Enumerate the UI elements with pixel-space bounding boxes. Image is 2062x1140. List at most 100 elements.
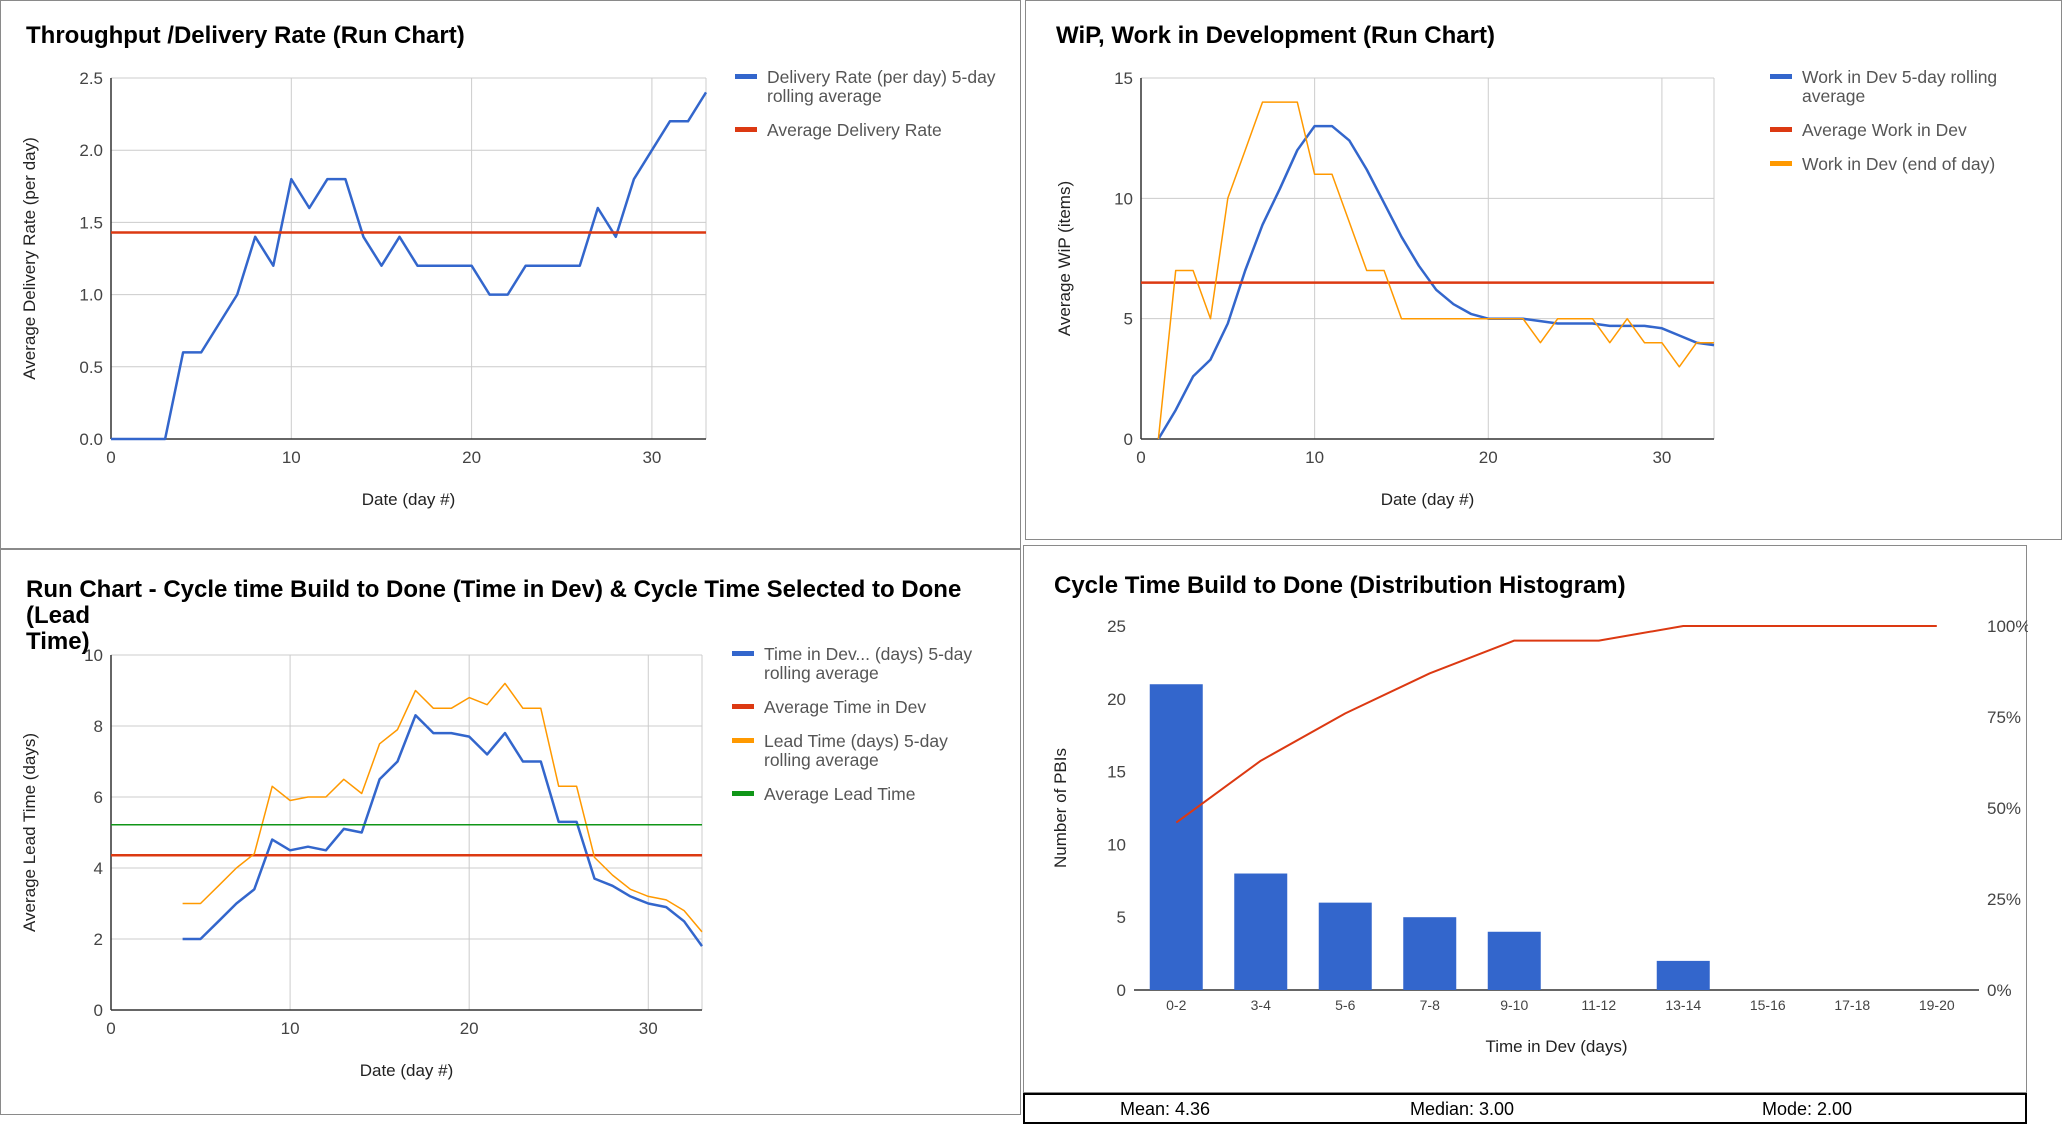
statistics-bar: Mean: 4.36 Median: 3.00 Mode: 2.00 — [1023, 1093, 2027, 1124]
y-tick-label: 2 — [94, 930, 103, 949]
legend-label-2: Average Work in Dev — [1802, 120, 1967, 140]
mode-value: Mode: 2.00 — [1762, 1099, 1853, 1119]
x-tick-label: 15-16 — [1750, 997, 1786, 1013]
y2-tick-label: 50% — [1987, 799, 2021, 818]
y-tick-label: 8 — [94, 717, 103, 736]
y-tick-label: 10 — [84, 646, 103, 665]
x-tick-label: 11-12 — [1581, 997, 1616, 1013]
legend-swatch-1 — [732, 651, 754, 656]
series-line-1 — [182, 714, 704, 947]
throughput-chart-panel: Throughput /Delivery Rate (Run Chart) 0 1… — [0, 0, 1021, 549]
x-tick-label: 5-6 — [1335, 997, 1355, 1013]
legend-swatch-3 — [1770, 161, 1792, 166]
histogram-bar — [1149, 684, 1203, 990]
series-line-3 — [1157, 101, 1714, 440]
series-line-1 — [111, 91, 708, 441]
x-tick-label: 17-18 — [1834, 997, 1870, 1013]
y-axis-label: Number of PBIs — [1051, 748, 1070, 868]
legend-label-1: rolling average — [764, 663, 879, 683]
histogram-bar — [1234, 873, 1288, 990]
legend-label-2: Average Time in Dev — [764, 697, 926, 717]
y-tick-label: 4 — [94, 859, 103, 878]
cycle-time-histogram: 0 5 10 15 20 25 0% 25% 50% 75% 100% 0-2 3-4 5-6 7-8 9-1… — [1051, 617, 2028, 1056]
legend-label-1: Work in Dev 5-day rolling — [1802, 67, 1997, 87]
y-axis-label: Average WiP (items) — [1055, 181, 1074, 336]
x-tick-label: 9-10 — [1500, 997, 1528, 1013]
legend-label-1: Time in Dev... (days) 5-day — [764, 644, 972, 664]
histogram-bar — [1318, 902, 1372, 990]
series-line-3 — [182, 682, 703, 933]
y-tick-label: 0.5 — [79, 358, 103, 377]
x-tick-label: 20 — [460, 1019, 479, 1038]
x-axis-label: Date (day #) — [1381, 490, 1475, 509]
x-tick-label: 20 — [1479, 448, 1498, 467]
legend-label-1: rolling average — [767, 86, 882, 106]
chart-title: Throughput /Delivery Rate (Run Chart) — [26, 22, 465, 49]
throughput-chart: 0 10 20 30 0.0 0.5 1.0 1.5 2.0 2.5 Date (day #) Ave… — [20, 67, 996, 509]
legend-swatch-4 — [732, 791, 754, 796]
legend-label-1: Delivery Rate (per day) 5-day — [767, 67, 996, 87]
histogram-bar — [1656, 960, 1710, 990]
x-tick-label: 0-2 — [1166, 997, 1186, 1013]
histogram-bar — [1403, 917, 1457, 990]
chart-title: Run Chart - Cycle time Build to Done (Ti… — [26, 577, 1020, 655]
wip-chart-panel: WiP, Work in Development (Run Chart) 0 10… — [1025, 0, 2062, 540]
y-tick-label: 25 — [1107, 617, 1126, 636]
x-tick-label: 19-20 — [1919, 997, 1955, 1013]
y-axis-label: Average Delivery Rate (per day) — [20, 137, 39, 380]
wip-chart: 0 10 20 30 0 5 10 15 Date (day #) Average WiP (it… — [1055, 67, 1997, 509]
y-tick-label: 1.0 — [79, 286, 103, 305]
cycle-time-run-chart-panel: Run Chart - Cycle time Build to Done (Ti… — [0, 549, 1021, 1115]
x-tick-label: 10 — [282, 448, 301, 467]
legend-label-2: Average Delivery Rate — [767, 120, 942, 140]
x-tick-label: 13-14 — [1665, 997, 1701, 1013]
x-tick-label: 7-8 — [1420, 997, 1440, 1013]
histogram-panel: Cycle Time Build to Done (Distribution H… — [1023, 545, 2028, 1093]
y2-tick-label: 25% — [1987, 890, 2021, 909]
legend-label-3: rolling average — [764, 750, 879, 770]
mean-value: Mean: 4.36 — [1120, 1099, 1211, 1119]
x-tick-label: 10 — [281, 1019, 300, 1038]
x-tick-label: 3-4 — [1251, 997, 1271, 1013]
histogram-bar — [1487, 931, 1541, 990]
legend-swatch-1 — [1770, 74, 1792, 79]
cycle-time-run-chart: 0 10 20 30 0 2 4 6 8 10 Date (day #) Average Lead T… — [20, 644, 972, 1080]
legend-swatch-3 — [732, 738, 754, 743]
chart-title: WiP, Work in Development (Run Chart) — [1056, 22, 1495, 49]
chart-title-line-1: Run Chart - Cycle time Build to Done (Ti… — [26, 576, 962, 629]
y2-tick-label: 75% — [1987, 708, 2021, 727]
y-axis-label: Average Lead Time (days) — [20, 733, 39, 932]
y-tick-label: 0.0 — [79, 430, 103, 449]
legend-swatch-2 — [732, 704, 754, 709]
legend-swatch-2 — [735, 127, 757, 132]
y-tick-label: 5 — [1124, 310, 1133, 329]
median-value: Median: 3.00 — [1410, 1099, 1515, 1119]
x-tick-label: 10 — [1305, 448, 1324, 467]
chart-title: Cycle Time Build to Done (Distribution H… — [1054, 572, 1626, 599]
x-tick-label: 30 — [639, 1019, 658, 1038]
y-tick-label: 2.0 — [79, 141, 103, 160]
cumulative-percent-line — [1175, 625, 1937, 824]
legend-label-3: Lead Time (days) 5-day — [764, 731, 948, 751]
y-tick-label: 10 — [1114, 189, 1133, 208]
legend-swatch-2 — [1770, 127, 1792, 132]
y-tick-label: 0 — [1124, 430, 1133, 449]
x-axis-label: Time in Dev (days) — [1485, 1037, 1627, 1056]
y-tick-label: 6 — [94, 788, 103, 807]
chart-title-line-2: Time) — [26, 628, 90, 655]
y-tick-label: 15 — [1114, 69, 1133, 88]
y-tick-label: 15 — [1107, 763, 1126, 782]
x-tick-label: 0 — [106, 1019, 115, 1038]
x-tick-label: 0 — [106, 448, 115, 467]
legend-label-4: Average Lead Time — [764, 784, 915, 804]
legend-label-3: Work in Dev (end of day) — [1802, 154, 1995, 174]
x-axis-label: Date (day #) — [360, 1061, 454, 1080]
x-tick-label: 30 — [642, 448, 661, 467]
legend-swatch-1 — [735, 74, 757, 79]
y-tick-label: 5 — [1117, 908, 1126, 927]
y-tick-label: 0 — [94, 1001, 103, 1020]
x-tick-label: 20 — [462, 448, 481, 467]
x-axis-label: Date (day #) — [362, 490, 456, 509]
y-tick-label: 2.5 — [79, 69, 103, 88]
x-tick-label: 0 — [1136, 448, 1145, 467]
